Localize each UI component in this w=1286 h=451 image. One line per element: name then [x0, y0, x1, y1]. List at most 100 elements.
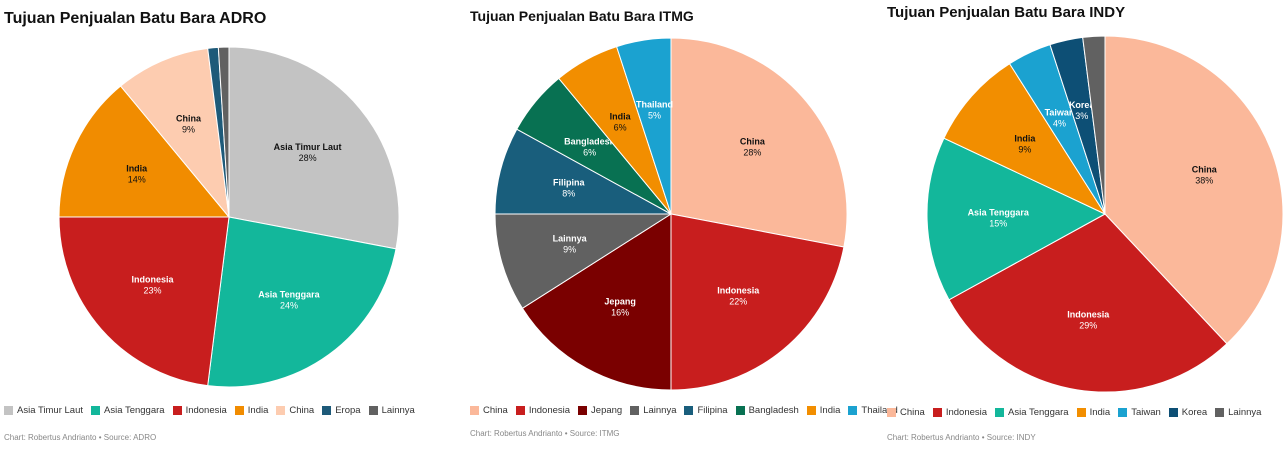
slice-value-bangladesh: 6%	[583, 148, 596, 158]
legend: China Indonesia Asia Tenggara India Taiwan Ko…	[887, 407, 1269, 418]
pie-slice-lainnya	[217, 46, 230, 218]
slice-value-taiwan: 4%	[1053, 118, 1066, 128]
legend-swatch	[932, 408, 942, 417]
legend-item-asia-timur-laut: Asia Timur Laut	[4, 405, 83, 416]
slice-label-india: India	[126, 164, 148, 174]
slice-value-indonesia: 22%	[729, 296, 747, 306]
slice-label-korea: Korea	[1069, 100, 1096, 110]
legend-swatch	[322, 406, 332, 415]
legend-swatch	[1076, 408, 1086, 417]
legend-swatch	[578, 406, 588, 415]
legend-label: Thailand	[861, 405, 898, 416]
chart-credit: Chart: Robertus Andrianto • Source: INDY	[887, 433, 1036, 442]
slice-label-indonesia: Indonesia	[131, 274, 174, 284]
legend-label: Indonesia	[528, 405, 571, 416]
legend-swatch	[848, 406, 858, 415]
pie-slice-jepang	[521, 213, 672, 391]
slice-value-china: 28%	[743, 148, 761, 158]
slice-label-indonesia: Indonesia	[717, 285, 760, 295]
chart-panel-adro: Tujuan Penjualan Batu Bara ADRO Asia Tim…	[0, 0, 420, 451]
legend-swatch	[1168, 408, 1178, 417]
slice-value-asia-tenggara: 24%	[280, 301, 298, 311]
legend-item-asia-tenggara: Asia Tenggara	[995, 407, 1069, 418]
pie-slice-china	[670, 37, 848, 248]
slice-label-asia-timur-laut: Asia Timur Laut	[274, 142, 342, 152]
slice-value-india: 9%	[1018, 144, 1031, 154]
legend-swatch	[684, 406, 694, 415]
legend-item-indonesia: Indonesia	[515, 405, 571, 416]
legend-swatch	[735, 406, 745, 415]
legend-item-thailand: Thailand	[848, 405, 898, 416]
legend-label: China	[483, 405, 508, 416]
legend-label: Filipina	[697, 405, 728, 416]
legend-label: Asia Tenggara	[1008, 407, 1069, 418]
slice-label-jepang: Jepang	[604, 297, 636, 307]
pie-slice-filipina	[494, 128, 672, 215]
slice-value-indonesia: 23%	[143, 285, 161, 295]
pie-slice-china	[1104, 35, 1284, 345]
legend-item-lainnya: Lainnya	[368, 405, 415, 416]
slice-value-india: 6%	[614, 122, 627, 132]
slice-label-filipina: Filipina	[553, 178, 585, 188]
legend-label: Eropa	[335, 405, 361, 416]
legend-item-filipina: Filipina	[684, 405, 728, 416]
slice-label-china: China	[1192, 165, 1218, 175]
legend-item-taiwan: Taiwan	[1118, 407, 1161, 418]
legend-swatch	[276, 406, 286, 415]
legend-label: Jepang	[591, 405, 623, 416]
legend-swatch	[91, 406, 100, 415]
legend-swatch	[995, 408, 1005, 417]
legend-swatch	[630, 406, 640, 415]
legend-swatch	[515, 406, 525, 415]
legend-item-eropa: Eropa	[322, 405, 361, 416]
slice-value-filipina: 8%	[562, 189, 575, 199]
slice-value-thailand: 5%	[648, 111, 661, 121]
chart-panel-indy: Tujuan Penjualan Batu Bara INDY China 38%…	[883, 0, 1286, 451]
legend-label: China	[900, 407, 925, 418]
legend-swatch	[4, 406, 13, 415]
chart-panel-itmg: Tujuan Penjualan Batu Bara ITMG China 28%…	[466, 0, 898, 451]
slice-value-asia-tenggara: 15%	[989, 218, 1007, 228]
legend-swatch	[887, 408, 896, 417]
legend-item-indonesia: Indonesia	[932, 407, 987, 418]
legend-swatch	[1215, 408, 1225, 417]
legend-swatch	[470, 406, 479, 415]
slice-label-thailand: Thailand	[636, 100, 673, 110]
slice-label-asia-tenggara: Asia Tenggara	[258, 290, 320, 300]
pie-slice-lainnya	[494, 213, 673, 309]
legend-item-korea: Korea	[1168, 407, 1207, 418]
legend-label: Bangladesh	[748, 405, 799, 416]
legend-label: Taiwan	[1131, 407, 1161, 418]
slice-label-indonesia: Indonesia	[1067, 309, 1110, 319]
chart-title: Tujuan Penjualan Batu Bara ITMG	[470, 8, 694, 24]
legend-swatch	[368, 406, 378, 415]
legend-item-china: China	[887, 407, 925, 418]
legend-label: Lainnya	[1228, 407, 1262, 418]
pie-slice-india	[943, 63, 1107, 216]
slice-value-china: 9%	[182, 124, 195, 134]
pie-slice-thailand	[615, 37, 672, 215]
slice-label-bangladesh: Bangladesh	[564, 137, 615, 147]
slice-label-taiwan: Taiwan	[1045, 107, 1075, 117]
slice-label-lainnya: Lainnya	[553, 233, 588, 243]
legend-label: Asia Timur Laut	[17, 405, 83, 416]
chart-title: Tujuan Penjualan Batu Bara ADRO	[4, 10, 267, 27]
legend-label: India	[819, 405, 841, 416]
slice-value-asia-timur-laut: 28%	[299, 153, 317, 163]
legend: China Indonesia Jepang Lainnya Filipina Bangl…	[470, 405, 906, 416]
chart-title: Tujuan Penjualan Batu Bara INDY	[887, 4, 1126, 21]
legend-item-indonesia: Indonesia	[172, 405, 227, 416]
slice-label-asia-tenggara: Asia Tenggara	[968, 207, 1030, 217]
legend-item-india: India	[234, 405, 269, 416]
slice-value-jepang: 16%	[611, 308, 629, 318]
legend: Asia Timur Laut Asia Tenggara Indonesia Ind…	[4, 405, 423, 416]
chart-credit: Chart: Robertus Andrianto • Source: ADRO	[4, 433, 157, 442]
chart-credit: Chart: Robertus Andrianto • Source: ITMG	[470, 429, 620, 438]
legend-item-asia-tenggara: Asia Tenggara	[91, 405, 165, 416]
legend-label: India	[247, 405, 269, 416]
slice-value-lainnya: 9%	[563, 244, 576, 254]
legend-item-lainnya: Lainnya	[1215, 407, 1261, 418]
legend-item-india: India	[1076, 407, 1110, 418]
slice-label-india: India	[1014, 133, 1036, 143]
